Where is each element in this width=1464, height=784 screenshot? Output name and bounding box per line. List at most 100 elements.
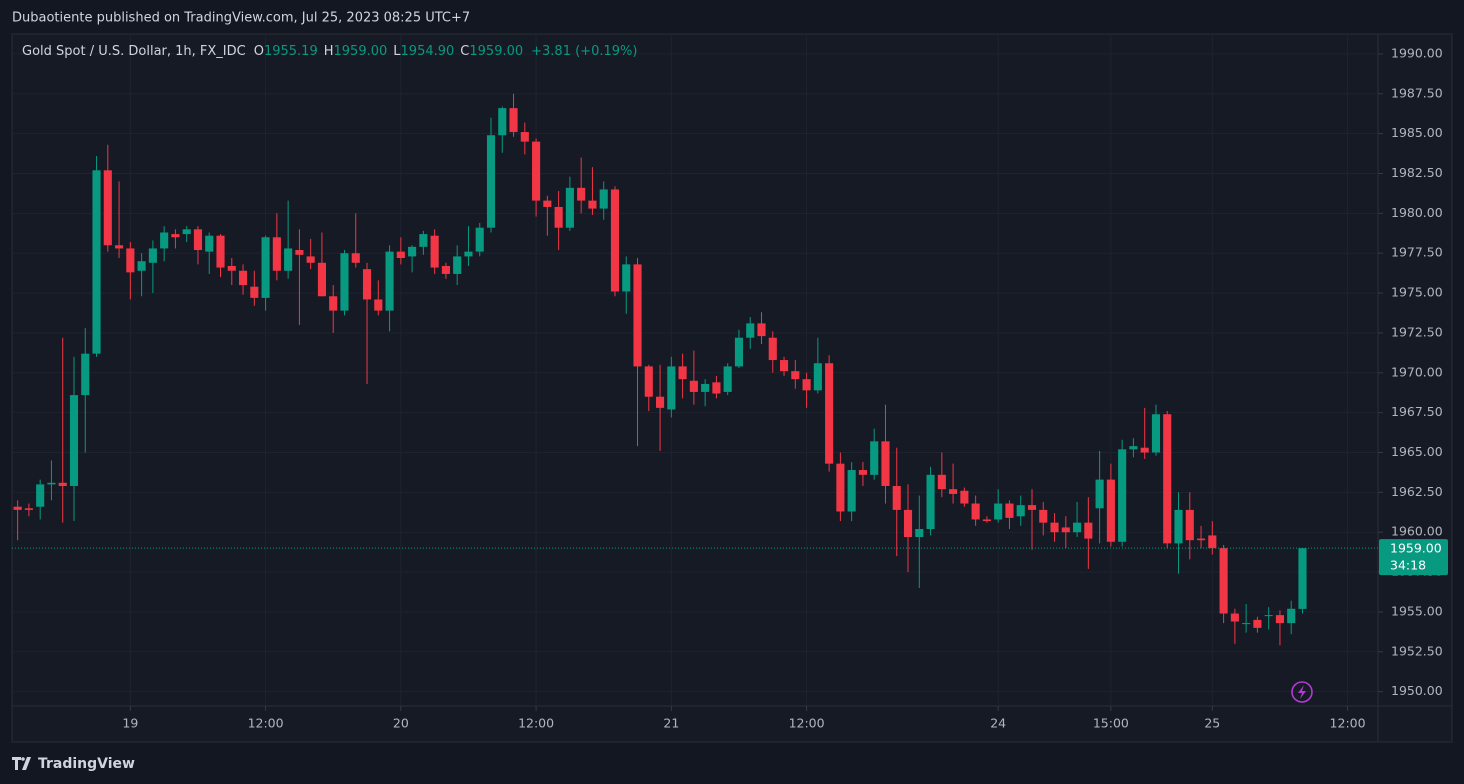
- candle-body: [441, 265, 450, 274]
- candle-body: [1118, 449, 1127, 542]
- candle-body: [520, 132, 529, 142]
- candle-body: [148, 248, 157, 263]
- y-tick-label: 1972.50: [1391, 324, 1443, 339]
- candles: [12, 93, 1378, 646]
- brand-logo: TradingView: [12, 756, 135, 772]
- candle-body: [1061, 527, 1070, 533]
- candle-body: [836, 463, 845, 512]
- candle-body: [1264, 615, 1273, 617]
- candle-body: [701, 383, 710, 392]
- candle-body: [340, 253, 349, 311]
- candle-body: [791, 371, 800, 380]
- candle-body: [36, 484, 45, 507]
- candle-body: [565, 187, 574, 228]
- candle-body: [126, 248, 135, 273]
- y-tick-label: 1965.00: [1391, 444, 1443, 459]
- candle-body: [881, 441, 890, 486]
- candle-body: [182, 229, 191, 235]
- candle-body: [385, 251, 394, 311]
- legend-key: L: [393, 44, 401, 59]
- candle-body: [971, 503, 980, 520]
- candle-body: [622, 264, 631, 292]
- candle-body: [1298, 548, 1307, 609]
- candle-body: [937, 474, 946, 490]
- candle-body: [115, 245, 124, 249]
- candle-body: [193, 229, 203, 251]
- candle-body: [1253, 619, 1262, 628]
- candle-body: [419, 234, 428, 247]
- legend: Gold Spot / U.S. Dollar, 1h, FX_IDC O1955…: [22, 44, 637, 59]
- candle-body: [306, 256, 315, 263]
- candle-body: [408, 246, 417, 257]
- legend-key: H: [324, 44, 334, 59]
- candle-body: [960, 490, 969, 504]
- y-tick-label: 1977.50: [1391, 245, 1443, 260]
- x-tick-label: 19: [122, 716, 138, 731]
- candle-body: [453, 256, 462, 274]
- candle-body: [802, 379, 811, 391]
- candle-body: [723, 366, 732, 392]
- candle-body: [160, 232, 169, 249]
- candle-body: [351, 253, 360, 263]
- candle-body: [1230, 613, 1239, 622]
- last-price-label: 1959.00: [1390, 541, 1442, 556]
- candle-body: [103, 170, 112, 246]
- candle-body: [1151, 414, 1161, 453]
- x-tick-label: 12:00: [248, 716, 284, 731]
- y-tick-label: 1980.00: [1391, 205, 1443, 220]
- candle-body: [734, 337, 744, 367]
- candle-body: [813, 363, 822, 391]
- candle-body: [982, 519, 991, 522]
- candle-body: [1275, 615, 1285, 624]
- candle-body: [1084, 522, 1093, 539]
- y-tick-label: 1962.50: [1391, 484, 1443, 499]
- candle-body: [712, 382, 721, 394]
- countdown: 34:18: [1390, 558, 1426, 573]
- candle-body: [667, 366, 676, 410]
- candle-body: [498, 108, 507, 136]
- x-tick-label: 12:00: [1330, 716, 1366, 731]
- legend-value: 1959.00: [334, 44, 388, 59]
- x-tick-label: 12:00: [518, 716, 554, 731]
- candle-body: [1174, 509, 1183, 544]
- candle-body: [205, 235, 214, 252]
- candle-body: [543, 200, 552, 207]
- legend-line: Gold Spot / U.S. Dollar, 1h, FX_IDC O1955…: [22, 44, 637, 59]
- symbol-title: Gold Spot / U.S. Dollar, 1h, FX_IDC: [22, 44, 246, 59]
- candle-body: [554, 206, 563, 228]
- candle-body: [362, 269, 372, 300]
- y-tick-label: 1987.50: [1391, 85, 1443, 100]
- logo-dot: [21, 757, 25, 761]
- candle-body: [58, 482, 67, 486]
- candle-body: [1219, 548, 1228, 614]
- legend-key: C: [460, 44, 469, 59]
- candle-body: [92, 170, 101, 354]
- candle-body: [486, 135, 496, 228]
- candle-body: [892, 485, 901, 510]
- candle-body: [656, 396, 665, 408]
- candle-body: [329, 296, 338, 311]
- chart-frame: [11, 33, 1453, 743]
- candle-body: [374, 299, 383, 311]
- y-tick-label: 1985.00: [1391, 125, 1443, 140]
- candle-body: [1073, 522, 1082, 533]
- candle-body: [1005, 503, 1014, 518]
- candle-body: [1016, 505, 1025, 517]
- candle-body: [137, 261, 146, 271]
- candle-body: [1208, 535, 1217, 549]
- alert-icon[interactable]: [1291, 681, 1313, 703]
- legend-value: 1954.90: [401, 44, 455, 59]
- candle-body: [13, 506, 22, 510]
- candle-body: [1242, 623, 1251, 625]
- candle-body: [284, 248, 293, 271]
- candle-body: [1106, 479, 1115, 542]
- candle-body: [216, 235, 225, 268]
- candle-body: [396, 251, 405, 258]
- candle-body: [779, 360, 789, 372]
- candle-body: [1050, 522, 1059, 533]
- y-tick-label: 1950.00: [1391, 683, 1443, 698]
- candle-body: [926, 474, 935, 530]
- legend-change: +3.81 (+0.19%): [531, 44, 637, 59]
- candle-body: [261, 237, 270, 298]
